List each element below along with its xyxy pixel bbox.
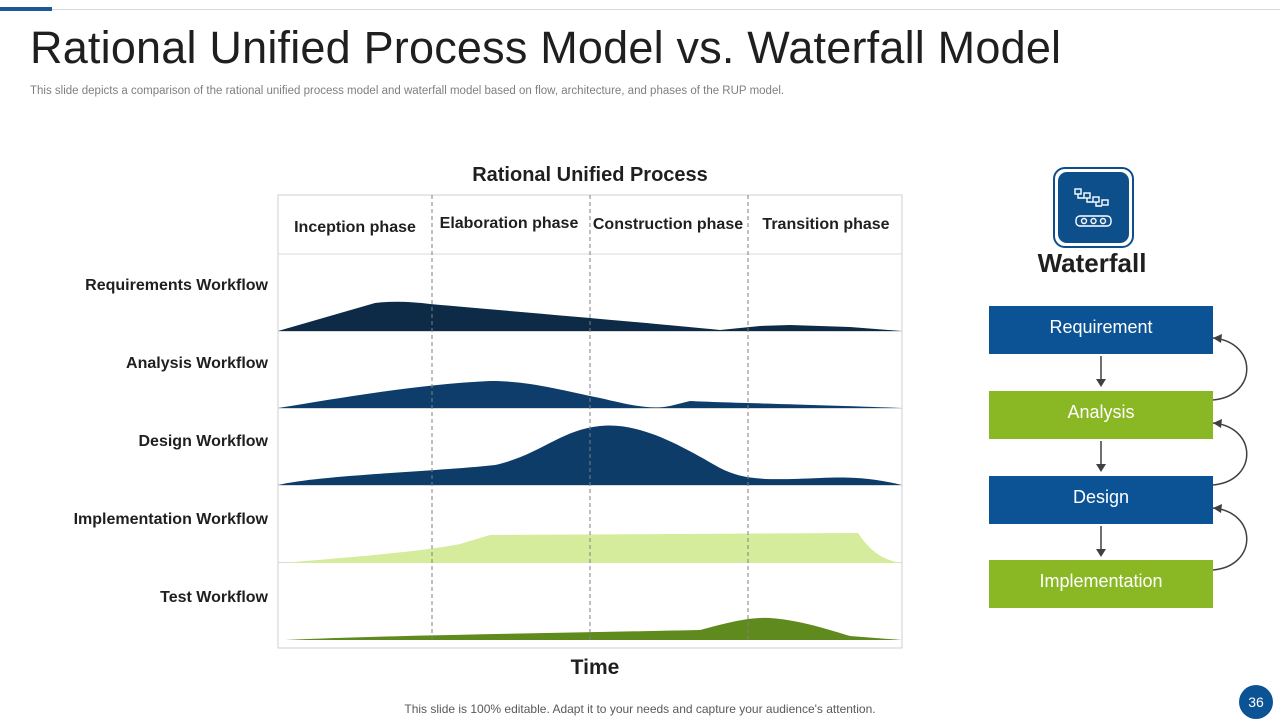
- phase-inception: Inception phase: [294, 219, 416, 236]
- waterfall-title: Waterfall: [1037, 248, 1147, 278]
- workflow-label-requirements: Requirements Workflow: [85, 277, 268, 294]
- waterfall-down-arrowheads: [1096, 379, 1106, 557]
- waterfall-loop-arrows: [1212, 337, 1248, 571]
- waterfall-loop-arrowheads: [1213, 334, 1222, 513]
- top-rule: [52, 9, 1280, 10]
- process-flow-icon: [1053, 167, 1134, 248]
- workflow-label-test: Test Workflow: [160, 589, 268, 606]
- slide-footer: This slide is 100% editable. Adapt it to…: [404, 702, 876, 716]
- waterfall-step-design: Design: [989, 476, 1213, 524]
- top-accent-bar: [0, 7, 52, 11]
- phase-construction: Construction phase: [593, 216, 743, 233]
- workflow-label-implementation: Implementation Workflow: [73, 511, 268, 528]
- page-number: 36: [1239, 685, 1273, 719]
- requirements-workflow-curve: [278, 301, 902, 331]
- rup-title: Rational Unified Process: [472, 164, 708, 186]
- workflow-label-analysis: Analysis Workflow: [126, 355, 268, 372]
- waterfall-step-analysis: Analysis: [989, 391, 1213, 439]
- phase-transition: Transition phase: [762, 216, 889, 233]
- slide-title: Rational Unified Process Model vs. Water…: [30, 22, 1062, 73]
- slide-subtitle: This slide depicts a comparison of the r…: [30, 85, 785, 97]
- workflow-label-design: Design Workflow: [138, 433, 269, 450]
- implementation-workflow-curve: [282, 533, 902, 563]
- time-axis-label: Time: [570, 656, 620, 679]
- phase-elaboration: Elaboration phase: [440, 215, 579, 232]
- waterfall-step-requirement: Requirement: [989, 306, 1213, 354]
- analysis-workflow-curve: [278, 381, 902, 408]
- waterfall-step-implementation: Implementation: [989, 560, 1213, 608]
